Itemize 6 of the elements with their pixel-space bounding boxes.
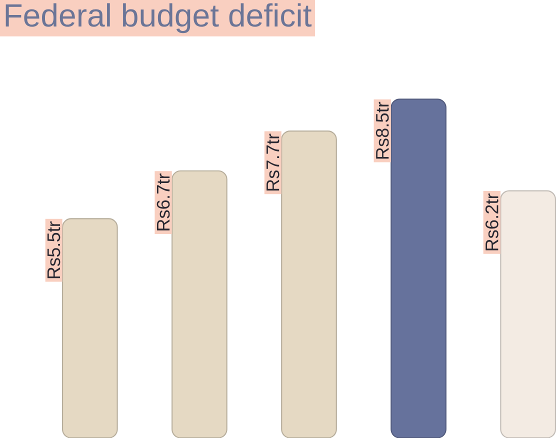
data-label: Rs6.2tr [485,193,498,250]
data-label: Rs6.7tr [156,173,170,230]
chart-title: Federal budget deficit [6,3,312,33]
data-label: Rs8.5tr [376,102,389,158]
data-label: Rs7.7tr [266,134,280,190]
data-label: Rs5.5tr [47,221,60,278]
